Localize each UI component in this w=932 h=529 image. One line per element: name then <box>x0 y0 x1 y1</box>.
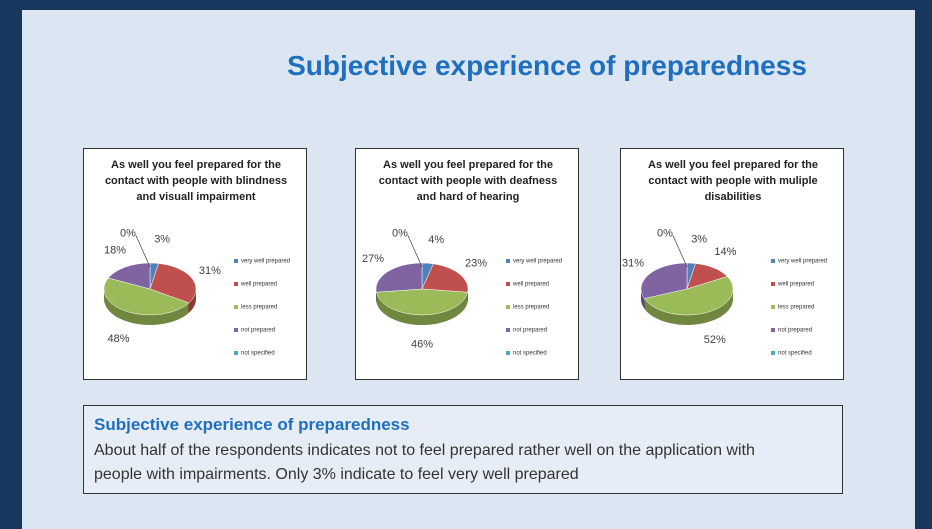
slide: Subjective experience of preparedness As… <box>22 10 915 529</box>
legend-label: well prepared <box>240 282 277 288</box>
legend-label: very well prepared <box>778 259 827 265</box>
legend-label: less prepared <box>241 305 277 311</box>
legend-swatch <box>771 305 775 309</box>
data-label: 14% <box>714 246 736 258</box>
legend-swatch <box>506 259 510 263</box>
chart-title: As well you feel prepared for the contac… <box>104 159 288 203</box>
legend-label: not prepared <box>513 328 547 334</box>
chart: 3% 31% 48% 18% 0% very well prepared well prep… <box>103 227 290 357</box>
legend-label: not specified <box>778 351 812 357</box>
legend-swatch <box>234 305 238 309</box>
data-label: 27% <box>362 253 384 265</box>
data-label: 23% <box>465 257 487 269</box>
pie-slice <box>640 262 688 299</box>
legend-swatch <box>506 305 510 309</box>
chart-box: As well you feel prepared for the contac… <box>620 148 844 380</box>
legend-label: very well prepared <box>241 259 290 265</box>
chart: 3% 14% 52% 31% 0% very well prepared well prep… <box>622 227 827 357</box>
legend-label: less prepared <box>778 305 814 311</box>
slide-title: Subjective experience of preparedness <box>287 50 807 81</box>
legend-label: well prepared <box>512 282 549 288</box>
data-label: 48% <box>108 333 130 345</box>
legend-label: well prepared <box>777 282 814 288</box>
data-label: 18% <box>104 244 126 256</box>
legend-swatch <box>771 328 775 332</box>
legend-label: not prepared <box>778 328 812 334</box>
legend-label: very well prepared <box>513 259 562 265</box>
pie-slice <box>103 277 190 316</box>
legend-label: not prepared <box>241 328 275 334</box>
legend-swatch <box>234 259 238 263</box>
chart: 4% 23% 46% 27% 0% very well prepared well prep… <box>362 227 562 357</box>
summary-heading: Subjective experience of preparedness <box>94 415 410 434</box>
leader-line <box>135 235 151 268</box>
chart-title: As well you feel prepared for the contac… <box>378 159 558 203</box>
data-label: 3% <box>154 234 170 246</box>
data-label: 0% <box>657 227 673 239</box>
legend-swatch <box>771 351 775 355</box>
legend-swatch <box>234 328 238 332</box>
data-label: 3% <box>691 234 707 246</box>
legend-swatch <box>506 351 510 355</box>
data-label: 0% <box>392 227 408 239</box>
chart-title: As well you feel prepared for the contac… <box>648 159 818 203</box>
legend-swatch <box>771 282 775 286</box>
leader-line <box>672 235 688 268</box>
pie-slice <box>376 288 468 316</box>
data-label: 31% <box>199 265 221 277</box>
chart-box: As well you feel prepared for the contac… <box>83 148 307 380</box>
legend-swatch <box>771 259 775 263</box>
legend-label: not specified <box>513 351 547 357</box>
leader-line <box>407 235 423 268</box>
legend-swatch <box>234 282 238 286</box>
pie-slice <box>375 262 423 293</box>
data-label: 46% <box>411 338 433 350</box>
chart-box: As well you feel prepared for the contac… <box>355 148 579 380</box>
legend-swatch <box>506 282 510 286</box>
summary-box: Subjective experience of preparedness Ab… <box>83 405 843 494</box>
legend-swatch <box>234 351 238 355</box>
data-label: 31% <box>622 257 644 269</box>
summary-text: About half of the respondents indicates … <box>94 442 755 483</box>
legend-swatch <box>506 328 510 332</box>
data-label: 0% <box>120 227 136 239</box>
pie-slice <box>421 263 469 293</box>
data-label: 4% <box>428 234 444 246</box>
data-label: 52% <box>704 334 726 346</box>
legend-label: less prepared <box>513 305 549 311</box>
legend-label: not specified <box>241 351 275 357</box>
pie-slice <box>643 276 734 316</box>
